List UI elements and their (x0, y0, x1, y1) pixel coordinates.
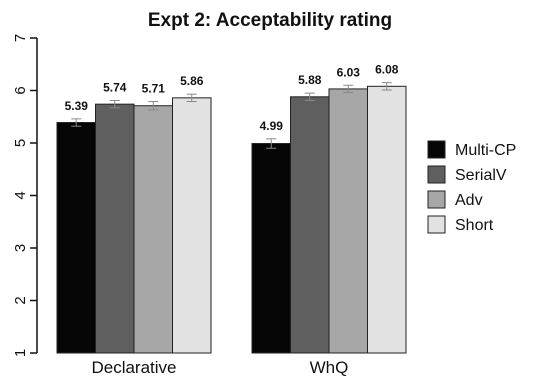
legend: Multi-CP SerialV Adv Short (427, 140, 516, 234)
legend-label: Multi-CP (455, 142, 516, 159)
y-tick-label: 3 (12, 244, 29, 252)
category-labels: Declarative WhQ (91, 358, 348, 377)
legend-label: Short (455, 217, 494, 234)
category-label: WhQ (310, 358, 349, 377)
data-label: 5.86 (180, 74, 204, 88)
data-label: 5.88 (298, 73, 322, 87)
chart-title: Expt 2: Acceptability rating (148, 10, 392, 31)
bar (133, 105, 173, 354)
data-label: 6.08 (375, 63, 399, 77)
legend-swatch (427, 140, 446, 159)
data-label: 5.39 (65, 99, 89, 113)
bar (290, 96, 330, 354)
y-tick-label: 2 (12, 296, 29, 304)
y-tick-label: 4 (12, 191, 29, 199)
y-tick-label: 6 (12, 86, 29, 94)
bars: 5.39 5.74 5.71 5.86 4.99 5.88 6.03 6.08 (56, 63, 407, 354)
legend-swatch (427, 165, 446, 184)
y-tick-label: 7 (12, 34, 29, 42)
bar (328, 88, 368, 354)
data-label: 5.74 (103, 80, 127, 94)
legend-label: SerialV (455, 167, 507, 184)
category-label: Declarative (91, 358, 176, 377)
bar (367, 85, 407, 354)
legend-swatch (427, 190, 446, 209)
legend-label: Adv (455, 192, 483, 209)
legend-swatch (427, 215, 446, 234)
y-tick-label: 5 (12, 139, 29, 147)
data-label: 4.99 (260, 119, 284, 133)
y-axis-ticks: 1 2 3 4 5 6 7 (12, 34, 37, 357)
bar (251, 143, 291, 354)
bar (56, 122, 96, 354)
data-label: 6.03 (337, 65, 361, 79)
data-label: 5.71 (142, 82, 166, 96)
bar (172, 97, 212, 354)
y-tick-label: 1 (12, 349, 29, 357)
bar (95, 103, 135, 354)
